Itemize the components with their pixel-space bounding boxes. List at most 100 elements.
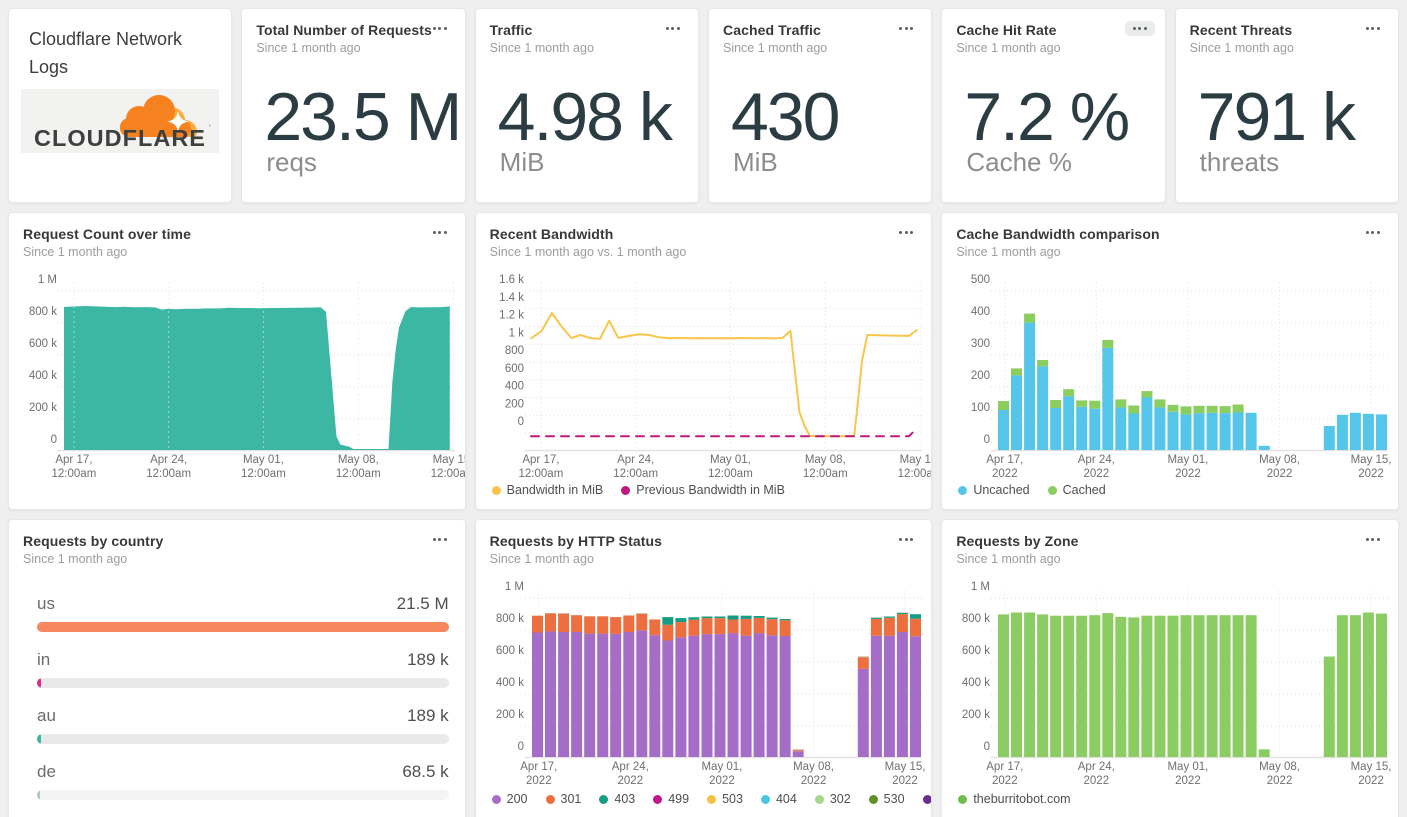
- ellipsis-icon: [432, 538, 447, 541]
- legend-item[interactable]: 200: [491, 792, 528, 806]
- ellipsis-icon: [899, 27, 914, 30]
- panel-subtitle: Since 1 month ago: [722, 41, 828, 55]
- panel-recent-threats: Recent Threats Since 1 month ago 791 k t…: [1174, 8, 1399, 203]
- stat-unit: MiB: [732, 147, 778, 177]
- svg-text:12:00am: 12:00am: [431, 468, 465, 480]
- svg-text:2022: 2022: [1359, 468, 1385, 480]
- panel-subtitle: Since 1 month ago: [956, 41, 1061, 55]
- cache-bandwidth-bar-chart: 500 400 300 200 100 0 Apr 17, 2022 Apr 24, 2022 Ma…: [942, 213, 1398, 509]
- svg-text:Apr 24,: Apr 24,: [617, 454, 654, 466]
- svg-text:600 k: 600 k: [496, 645, 524, 657]
- svg-text:12:00am: 12:00am: [52, 468, 97, 480]
- legend-dot-icon: [1047, 485, 1057, 495]
- svg-text:2022: 2022: [617, 775, 643, 787]
- legend-item[interactable]: 301: [545, 792, 581, 806]
- svg-text:12:00am: 12:00am: [708, 468, 753, 480]
- svg-text:2022: 2022: [1175, 468, 1201, 480]
- svg-text:May 01,: May 01,: [243, 454, 284, 466]
- panel-menu-button[interactable]: [1358, 532, 1388, 547]
- stat-value: 23.5 M: [264, 79, 462, 155]
- legend-item[interactable]: 530: [868, 792, 905, 806]
- panel-menu-button[interactable]: [1358, 225, 1388, 240]
- panel-title: Requests by Zone: [956, 533, 1079, 549]
- legend-dot-icon: [814, 794, 824, 804]
- legend-item[interactable]: 499: [653, 792, 689, 806]
- country-code: us: [37, 594, 55, 613]
- panel-cache-hit-rate: Cache Hit Rate Since 1 month ago 7.2 % C…: [941, 8, 1166, 203]
- legend-item[interactable]: Previous Bandwidth in MiB: [621, 483, 785, 497]
- panel-menu-button[interactable]: [1358, 21, 1388, 36]
- panel-menu-button[interactable]: [425, 225, 455, 240]
- panel-title: Request Count over time: [23, 226, 191, 242]
- country-bar-list: us 21.5 M in 189 k au 189 k de 68.5 k: [9, 586, 465, 810]
- legend-label: 200: [506, 792, 528, 806]
- svg-text:May 08,: May 08,: [1259, 761, 1300, 773]
- panel-menu-button[interactable]: [1124, 21, 1155, 36]
- country-bar: [37, 622, 449, 632]
- http-status-stacked-bar-chart: 1 M 800 k 600 k 400 k 200 k 0 Apr 17, 2022 Apr 2…: [476, 520, 932, 817]
- country-request-count: 189 k: [407, 650, 449, 669]
- country-row: us 21.5 M: [9, 586, 465, 642]
- panel-title: Traffic: [489, 22, 533, 38]
- panel-request-count: Request Count over time Since 1 month ag…: [8, 212, 466, 510]
- legend-dot-icon: [491, 794, 501, 804]
- svg-text:1 M: 1 M: [971, 581, 990, 593]
- ellipsis-icon: [899, 538, 914, 541]
- stat-value: 791 k: [1197, 79, 1356, 155]
- legend-item[interactable]: 404: [760, 792, 797, 806]
- legend-item[interactable]: Bandwidth in MiB: [491, 483, 603, 497]
- country-row: au 189 k: [9, 698, 465, 754]
- legend-item[interactable]: theburritobot.com: [958, 792, 1071, 806]
- svg-text:800 k: 800 k: [496, 613, 524, 625]
- legend-dot-icon: [958, 485, 968, 495]
- charts-row-1: Request Count over time Since 1 month ag…: [8, 212, 1399, 510]
- legend-dot-icon: [621, 485, 631, 495]
- chart-legend: Bandwidth in MiB Previous Bandwidth in Mi…: [491, 483, 785, 497]
- panel-requests-by-zone: Requests by Zone Since 1 month ago 1 M 80…: [941, 519, 1399, 817]
- country-request-count: 68.5 k: [402, 762, 449, 781]
- legend-item[interactable]: 526: [922, 792, 932, 806]
- legend-label: 503: [722, 792, 743, 806]
- panel-requests-by-http-status: Requests by HTTP Status Since 1 month ag…: [474, 519, 933, 817]
- panel-menu-button[interactable]: [891, 225, 921, 240]
- legend-item[interactable]: Uncached: [958, 483, 1030, 497]
- svg-text:May 15,: May 15,: [1351, 454, 1392, 466]
- legend-item[interactable]: 503: [707, 792, 743, 806]
- legend-item[interactable]: 302: [814, 792, 851, 806]
- panel-menu-button[interactable]: [425, 532, 455, 547]
- legend-item[interactable]: 403: [599, 792, 635, 806]
- panel-menu-button[interactable]: [891, 532, 921, 547]
- panel-subtitle: Since 1 month ago: [489, 552, 594, 566]
- svg-text:May 15,: May 15,: [1351, 761, 1392, 773]
- ellipsis-icon: [1365, 231, 1380, 234]
- panel-title: Cached Traffic: [722, 22, 821, 38]
- svg-text:300: 300: [971, 338, 990, 350]
- svg-text:Apr 17,: Apr 17,: [987, 761, 1024, 773]
- panel-traffic: Traffic Since 1 month ago 4.98 k MiB: [474, 8, 699, 203]
- cloudflare-logo: CLOUDFLARE ': [21, 89, 219, 153]
- svg-text:12:00am: 12:00am: [613, 468, 658, 480]
- panel-menu-button[interactable]: [425, 21, 455, 36]
- panel-menu-button[interactable]: [658, 21, 688, 36]
- panel-subtitle: Since 1 month ago vs. 1 month ago: [489, 245, 687, 259]
- dashboard-title: Cloudflare Network Logs: [29, 29, 183, 77]
- svg-text:0: 0: [517, 416, 523, 428]
- panel-menu-button[interactable]: [891, 21, 921, 36]
- stats-row: Cloudflare Network Logs CLOUDFLARE ' Tot…: [8, 8, 1399, 203]
- svg-text:2022: 2022: [1267, 775, 1293, 787]
- chart-legend: 200301403499503404302530526524: [491, 792, 932, 806]
- panel-title: Recent Threats: [1189, 22, 1293, 38]
- svg-text:2022: 2022: [892, 775, 918, 787]
- panel-title: Total Number of Requests: [256, 22, 432, 38]
- country-bar: [37, 734, 449, 744]
- legend-item[interactable]: Cached: [1047, 483, 1106, 497]
- legend-label: 403: [614, 792, 636, 806]
- ellipsis-icon: [1132, 27, 1147, 30]
- legend-dot-icon: [545, 794, 555, 804]
- svg-text:1.6 k: 1.6 k: [499, 274, 524, 286]
- ellipsis-icon: [1365, 27, 1380, 30]
- svg-text:2022: 2022: [1175, 775, 1201, 787]
- panel-subtitle: Since 1 month ago: [23, 245, 128, 259]
- charts-row-2: Requests by country Since 1 month ago us…: [8, 519, 1399, 817]
- svg-text:May 08,: May 08,: [338, 454, 379, 466]
